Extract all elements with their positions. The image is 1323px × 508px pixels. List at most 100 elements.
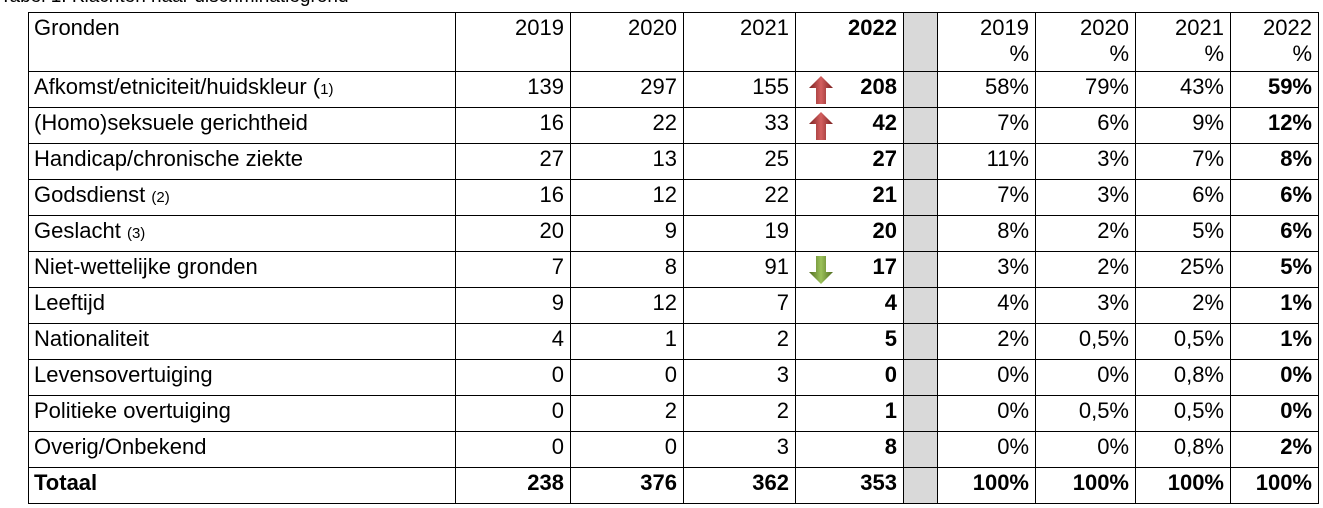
spacer-cell [903, 143, 938, 180]
count-text: 19 [764, 218, 789, 243]
header-line: 2020 [1042, 15, 1129, 41]
count-text: 8 [664, 254, 677, 279]
count-text: 12 [652, 290, 677, 315]
pct-text: 5% [1192, 218, 1224, 243]
pct-cell: 0,8% [1135, 431, 1231, 468]
header-cell: 2020% [1035, 12, 1136, 72]
count-cell: 12 [570, 287, 684, 324]
spacer-cell [903, 12, 938, 72]
header-cell: 2022 [795, 12, 904, 72]
header-line: 2019 [944, 15, 1029, 41]
count-text: 353 [860, 470, 897, 495]
pct-cell: 12% [1230, 107, 1319, 144]
header-text: 2021 [1175, 15, 1224, 40]
count-text: 297 [640, 74, 677, 99]
count-text: 208 [860, 74, 897, 99]
row-label: Geslacht (3) [28, 215, 456, 252]
pct-text: 43% [1179, 74, 1224, 99]
pct-cell: 100% [1035, 467, 1136, 504]
count-cell: 9 [570, 215, 684, 252]
pct-text: 12% [1267, 110, 1312, 135]
count-text: 20 [872, 218, 897, 243]
pct-cell: 4% [937, 287, 1036, 324]
count-text: 9 [664, 218, 677, 243]
count-text: 7 [551, 254, 564, 279]
row-label: Handicap/chronische ziekte [28, 143, 456, 180]
label-text: Handicap/chronische ziekte [34, 146, 304, 171]
count-cell: 297 [570, 71, 684, 108]
label-text: Geslacht [34, 218, 121, 243]
pct-cell: 0% [1035, 359, 1136, 396]
count-text: 1 [884, 398, 897, 423]
count-cell: 12 [570, 179, 684, 216]
pct-cell: 6% [1230, 215, 1319, 252]
row-label: Nationaliteit [28, 323, 456, 360]
label-text: (Homo)seksuele gerichtheid [34, 110, 308, 135]
count-text: 13 [652, 146, 677, 171]
count-cell: 9 [455, 287, 571, 324]
pct-text: 0,5% [1173, 326, 1224, 351]
pct-cell: 7% [937, 179, 1036, 216]
count-text: 238 [527, 470, 564, 495]
pct-text: 0% [1097, 362, 1129, 387]
count-cell: 238 [455, 467, 571, 504]
count-text: 16 [539, 182, 564, 207]
spacer-cell [903, 467, 938, 504]
pct-text: 2% [1097, 254, 1129, 279]
pct-text: 0% [997, 398, 1029, 423]
count-cell: 0 [455, 395, 571, 432]
header-cell: 2021% [1135, 12, 1231, 72]
count-text: 3 [776, 362, 789, 387]
row-label: Afkomst/etniciteit/huidskleur (1) [28, 71, 456, 108]
header-line: % [1042, 41, 1129, 67]
label-text: Afkomst/etniciteit/huidskleur ( [34, 74, 321, 99]
count-cell: 27 [795, 143, 904, 180]
pct-text: 1% [1280, 290, 1312, 315]
count-cell: 3 [683, 359, 796, 396]
count-text: 8 [884, 434, 897, 459]
pct-cell: 3% [1035, 287, 1136, 324]
count-text: 4 [551, 326, 564, 351]
header-cell: Gronden [28, 12, 456, 72]
label-text: Politieke overtuiging [34, 398, 231, 423]
pct-cell: 2% [1230, 431, 1319, 468]
header-text: 2020 [1080, 15, 1129, 40]
pct-text: 2% [1192, 290, 1224, 315]
pct-text: 3% [1097, 146, 1129, 171]
pct-cell: 0% [1035, 431, 1136, 468]
pct-cell: 0% [937, 431, 1036, 468]
pct-cell: 2% [1135, 287, 1231, 324]
count-cell: 22 [570, 107, 684, 144]
count-cell: 1 [795, 395, 904, 432]
count-text: 0 [551, 362, 564, 387]
row-label: Leeftijd [28, 287, 456, 324]
pct-cell: 1% [1230, 323, 1319, 360]
count-cell: 4 [455, 323, 571, 360]
pct-text: 0% [1280, 398, 1312, 423]
spacer-cell [903, 395, 938, 432]
pct-cell: 2% [1035, 215, 1136, 252]
pct-text: 0% [997, 362, 1029, 387]
row-label: Totaal [28, 467, 456, 504]
header-line: 2021 [1142, 15, 1224, 41]
count-text: 0 [551, 398, 564, 423]
pct-text: 100% [1072, 470, 1129, 495]
header-cell: 2020 [570, 12, 684, 72]
count-cell: 0 [455, 431, 571, 468]
count-cell: 139 [455, 71, 571, 108]
header-line: % [944, 41, 1029, 67]
pct-cell: 6% [1230, 179, 1319, 216]
header-text: 2021 [740, 15, 789, 40]
pct-cell: 0% [1230, 359, 1319, 396]
spacer-cell [903, 287, 938, 324]
pct-cell: 100% [1135, 467, 1231, 504]
pct-text: 58% [984, 74, 1029, 99]
pct-text: 0,8% [1173, 434, 1224, 459]
header-text: 2022 [848, 15, 897, 40]
header-text: % [1292, 41, 1312, 66]
pct-text: 6% [1280, 182, 1312, 207]
pct-cell: 0,5% [1035, 323, 1136, 360]
header-line: % [1142, 41, 1224, 67]
pct-text: 4% [997, 290, 1029, 315]
count-text: 22 [764, 182, 789, 207]
